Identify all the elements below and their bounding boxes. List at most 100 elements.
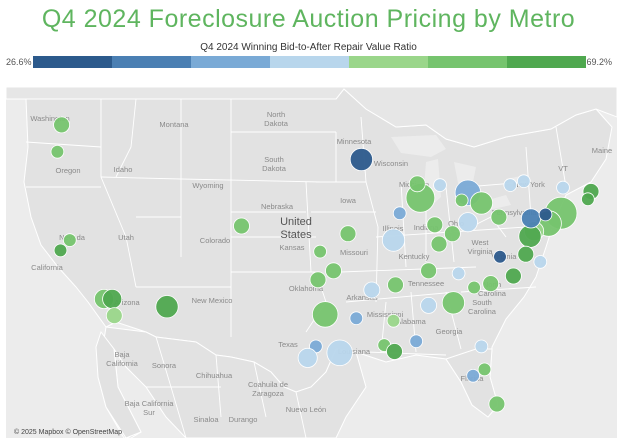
metro-bubble-san-francisco[interactable]: San Francisco [53, 243, 68, 258]
metro-bubble-rochester[interactable]: Rochester [516, 174, 531, 188]
label-arkansas: Arkansas [346, 293, 378, 302]
metro-bubble-milwaukee[interactable]: Milwaukee [408, 175, 426, 193]
metro-bubble-buffalo[interactable]: Buffalo [503, 178, 518, 192]
metro-bubble-seattle[interactable]: Seattle [53, 116, 70, 134]
metro-bubble-atlanta[interactable]: Atlanta [441, 291, 465, 315]
legend-title: Q4 2024 Winning Bid-to-After Repair Valu… [200, 42, 417, 53]
metro-bubble-wichita[interactable]: Wichita [313, 244, 327, 259]
metro-bubble-richmond[interactable]: Richmond [517, 245, 535, 263]
label-alabama: Alabama [396, 317, 426, 326]
metro-bubble-roanoke[interactable]: Roanoke [493, 250, 507, 264]
metro-bubble-jackson[interactable]: Jackson [386, 314, 401, 328]
metro-bubbles[interactable]: Seattle Portland SacramentoSan Francisco Lo… [50, 116, 600, 413]
label-durango: Durango [229, 415, 258, 424]
metro-bubble-kansas-city[interactable]: Kansas City [339, 225, 357, 243]
label-montana: Montana [159, 120, 189, 129]
metro-bubble-riverside[interactable]: Riverside [102, 288, 123, 309]
metro-bubble-providence[interactable]: Providence [581, 192, 595, 206]
legend-step-2 [191, 56, 270, 68]
metro-bubble-peoria[interactable]: Peoria [392, 206, 407, 220]
label-west-virginia-1: West [472, 238, 490, 247]
metro-bubble-san-diego[interactable]: San Diego [105, 307, 123, 325]
label-arizona: Arizona [114, 298, 140, 307]
label-new-mexico: New Mexico [192, 296, 233, 305]
metro-bubble-cleveland[interactable]: Cleveland [469, 191, 493, 215]
great-lakes [391, 135, 528, 211]
metro-bubble-memphis[interactable]: Memphis [387, 276, 404, 294]
legend-step-6 [507, 56, 586, 68]
metro-bubble-st-louis[interactable]: St. Louis [381, 228, 406, 252]
metro-bubble-mobile[interactable]: Mobile [409, 334, 424, 349]
metro-bubble-pittsburgh[interactable]: Pittsburgh [490, 208, 508, 226]
label-vermont: VT [558, 164, 568, 173]
metro-bubble-jacksonville[interactable]: Jacksonville [474, 339, 489, 354]
metro-bubble-greenville[interactable]: Greenville [467, 280, 481, 295]
metro-bubble-portland[interactable]: Portland [50, 145, 65, 159]
metro-bubble-tampa[interactable]: Tampa [466, 368, 480, 383]
label-baja-california-sur-2: Sur [143, 408, 155, 417]
metro-bubble-washington[interactable]: Washington [518, 224, 542, 248]
label-south-dakota-1: South [264, 155, 284, 164]
label-north-dakota-1: North [267, 110, 285, 119]
metro-bubble-charlotte[interactable]: Charlotte [482, 275, 500, 293]
legend-step-1 [112, 56, 191, 68]
metro-bubble-minneapolis[interactable]: Minneapolis [349, 147, 373, 172]
metro-bubble-denver[interactable]: Denver [233, 217, 250, 235]
metro-bubble-san-antonio[interactable]: San Antonio [297, 347, 318, 368]
label-united-states-1: United [280, 216, 312, 228]
metro-bubble-little-rock[interactable]: Little Rock [363, 281, 381, 299]
label-coahuila-1: Coahuila de [248, 380, 288, 389]
metro-bubble-houston[interactable]: Houston [326, 339, 353, 366]
legend-step-0 [33, 56, 112, 68]
label-coahuila-2: Zaragoza [252, 389, 285, 398]
metro-bubble-orlando[interactable]: Orlando [477, 362, 492, 377]
label-wyoming: Wyoming [192, 181, 223, 190]
label-baja-california-1: Baja [114, 350, 130, 359]
label-baja-california-sur-1: Baja California [125, 399, 175, 408]
metro-bubble-grand-rapids[interactable]: Grand Rapids [433, 178, 447, 192]
label-south-dakota-2: Dakota [262, 164, 287, 173]
metro-bubble-raleigh[interactable]: Raleigh [504, 267, 522, 285]
label-nuevo-leon: Nuevo León [286, 405, 326, 414]
label-california: California [31, 263, 64, 272]
label-georgia: Georgia [436, 327, 464, 336]
baja-peninsula [95, 330, 142, 438]
label-chihuahua: Chihuahua [196, 371, 233, 380]
label-united-states-2: States [280, 229, 312, 241]
label-nebraska: Nebraska [261, 202, 294, 211]
metro-bubble-virginia-beach[interactable]: Virginia Beach [533, 255, 548, 269]
label-washington: Washington [30, 114, 69, 123]
metro-bubble-birmingham[interactable]: Birmingham [420, 296, 438, 314]
metro-bubble-harrisburg[interactable]: Harrisburg [521, 208, 542, 229]
metro-bubble-cincinnati[interactable]: Cincinnati [443, 225, 461, 243]
metro-bubble-phoenix[interactable]: Phoenix [155, 295, 179, 319]
label-west-virginia-2: Virginia [468, 247, 494, 256]
map-canvas[interactable]: Washington Montana North Dakota Minnesot… [6, 87, 617, 438]
label-idaho: Idaho [114, 165, 133, 174]
label-pennsylvania: Pennsylvania [492, 208, 537, 217]
metro-bubble-knoxville[interactable]: Knoxville [451, 266, 466, 281]
label-louisiana: Louisiana [338, 347, 371, 356]
metro-bubble-sacramento[interactable]: Sacramento [62, 233, 77, 247]
metro-bubble-indianapolis[interactable]: Indianapolis [426, 216, 444, 234]
metro-bubble-tulsa[interactable]: Tulsa [325, 262, 342, 280]
metro-bubble-louisville[interactable]: Louisville [430, 235, 448, 253]
metro-bubble-allentown[interactable]: Allentown [538, 207, 553, 222]
place-labels: Washington Montana North Dakota Minnesot… [30, 110, 612, 424]
label-sinaloa: Sinaloa [193, 415, 219, 424]
metro-bubble-miami[interactable]: Miami [488, 395, 506, 413]
metro-bubble-columbus[interactable]: Columbus [457, 212, 478, 233]
metro-bubble-nashville[interactable]: Nashville [420, 262, 438, 280]
metro-bubble-new-orleans[interactable]: New Orleans [386, 343, 403, 360]
label-north-dakota-2: Dakota [264, 119, 289, 128]
chart-title: Q4 2024 Foreclosure Auction Pricing by M… [41, 5, 576, 33]
metro-bubble-dallas[interactable]: Dallas [312, 301, 339, 328]
map-view[interactable]: Washington Montana North Dakota Minnesot… [6, 87, 617, 438]
label-utah: Utah [118, 233, 134, 242]
metro-bubble-toledo[interactable]: Toledo [454, 193, 469, 208]
metro-bubble-oklahoma-city[interactable]: Oklahoma City [309, 271, 327, 289]
label-ohio: Ohio [448, 219, 464, 228]
metro-bubble-albany[interactable]: Albany [556, 180, 570, 195]
metro-bubble-shreveport[interactable]: Shreveport [349, 311, 364, 326]
label-mississippi: Mississippi [367, 310, 404, 319]
